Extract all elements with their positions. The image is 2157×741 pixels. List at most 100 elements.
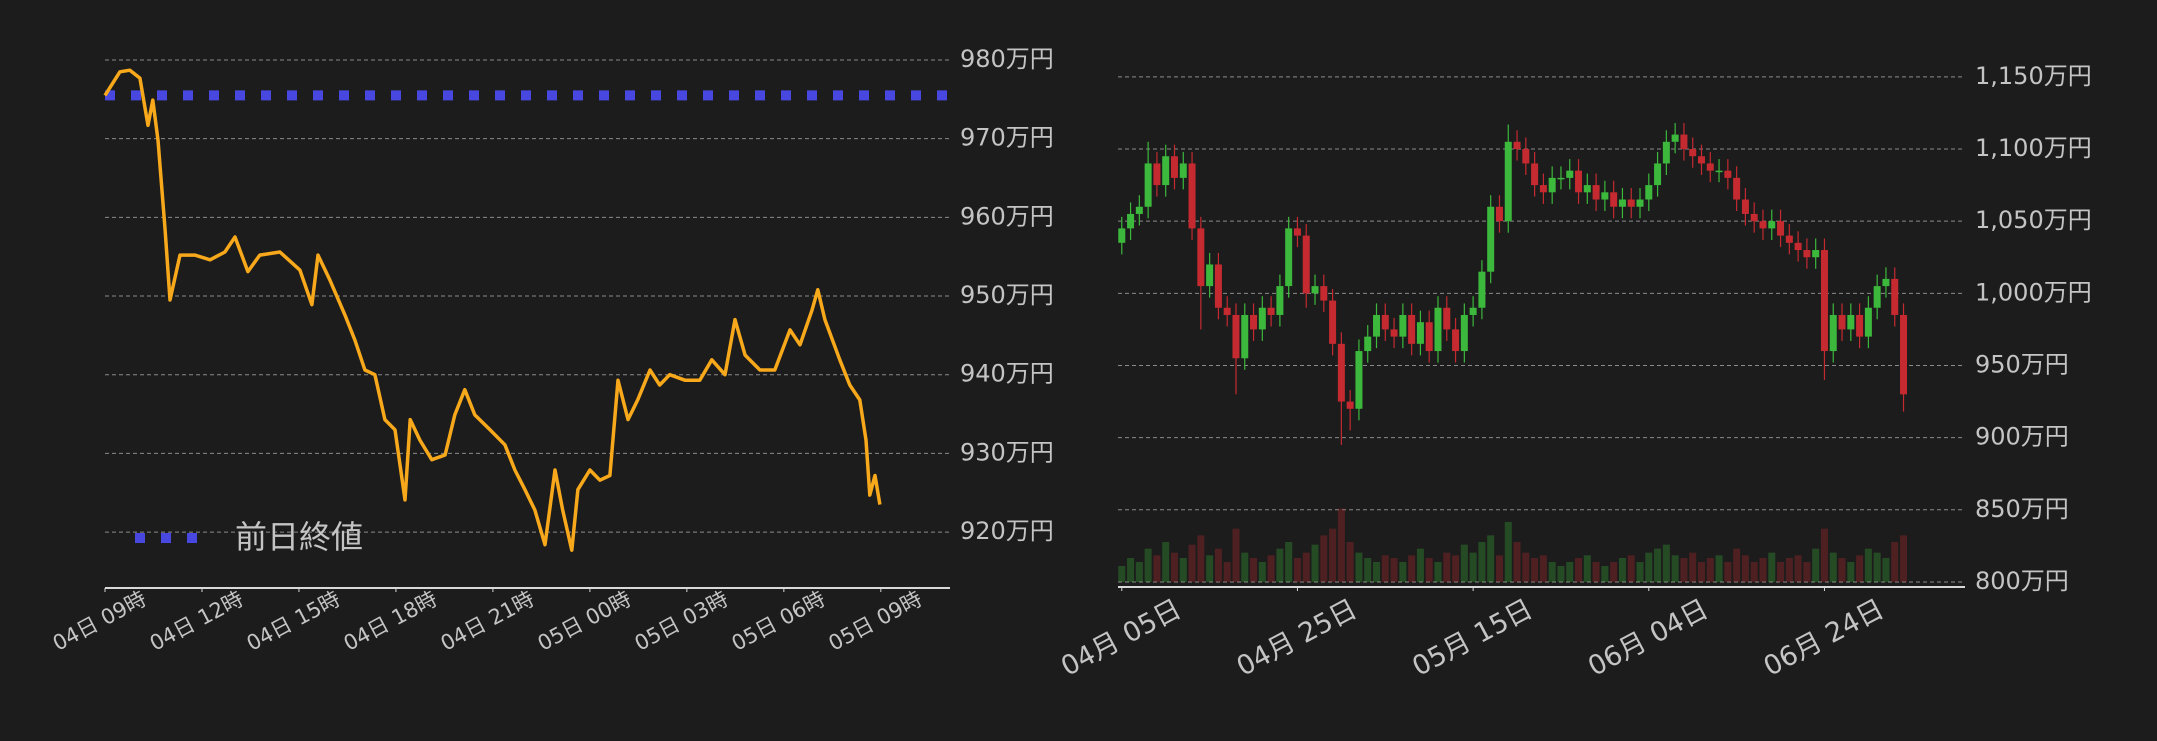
candle-body (1443, 307, 1451, 330)
volume-bar (1697, 562, 1705, 582)
volume-bar (1856, 555, 1864, 582)
candle-body (1697, 156, 1705, 164)
volume-bar (1232, 528, 1240, 582)
candle-body (1250, 314, 1258, 330)
candle-body (1267, 307, 1275, 315)
volume-bar (1267, 555, 1275, 582)
volume-bar (1399, 562, 1407, 582)
volume-bar (1900, 535, 1908, 582)
volume-bar (1522, 552, 1530, 582)
volume-bar (1250, 558, 1258, 582)
volume-bar (1768, 552, 1776, 582)
volume-bar (1355, 552, 1363, 582)
candle-body (1689, 149, 1697, 157)
volume-bar (1223, 562, 1231, 582)
candle-body (1390, 329, 1398, 337)
volume-bar (1592, 562, 1600, 582)
candle-body (1346, 401, 1354, 409)
candle-body (1618, 199, 1626, 207)
x-tick-label: 05日 09時 (825, 587, 926, 656)
candle-body (1214, 264, 1222, 308)
candle-body (1460, 314, 1468, 352)
volume-bar (1803, 562, 1811, 582)
y-tick-label: 960万円 (960, 202, 1054, 230)
candle-body (1812, 250, 1820, 258)
volume-bar (1662, 544, 1670, 582)
candle-body (1557, 177, 1565, 180)
candle-body (1566, 170, 1574, 178)
volume-bar (1794, 555, 1802, 582)
volume-bar (1873, 552, 1881, 582)
volume-bar (1135, 562, 1143, 582)
y-tick-label: 950万円 (1975, 350, 2069, 378)
candle-body (1135, 206, 1143, 214)
candle-body (1425, 322, 1433, 352)
x-tick-label: 04月 25日 (1232, 594, 1362, 683)
candle-body (1478, 271, 1486, 308)
volume-bar (1162, 542, 1170, 582)
candle-body (1487, 206, 1495, 272)
x-tick-label: 04日 09時 (49, 587, 150, 656)
volume-bar (1416, 548, 1424, 582)
volume-bar (1311, 544, 1319, 582)
candle-body (1847, 314, 1855, 330)
volume-bar (1153, 555, 1161, 582)
volume-bar (1390, 558, 1398, 582)
y-tick-label: 800万円 (1975, 567, 2069, 595)
volume-bar (1557, 566, 1565, 582)
candle-body (1293, 228, 1301, 236)
candle-body (1829, 314, 1837, 352)
candle-body (1882, 278, 1890, 287)
candle-body (1144, 163, 1152, 207)
volume-bar (1689, 552, 1697, 582)
volume-bar (1214, 548, 1222, 582)
candle-body (1276, 286, 1284, 315)
candle-body (1601, 192, 1609, 200)
y-tick-label: 920万円 (960, 517, 1054, 545)
candle-body (1320, 286, 1328, 301)
volume-bar (1724, 562, 1732, 582)
volume-bar (1785, 558, 1793, 582)
price-line (103, 68, 882, 552)
candle-body (1329, 300, 1337, 344)
volume-bar (1495, 555, 1503, 582)
candle-body (1741, 199, 1749, 214)
candle-body (1452, 329, 1460, 352)
y-tick-label: 980万円 (960, 45, 1054, 73)
candle-body (1337, 343, 1345, 402)
volume-bar (1381, 555, 1389, 582)
x-tick-label: 04月 05日 (1056, 594, 1186, 683)
x-tick-label: 06月 24日 (1759, 594, 1889, 683)
volume-bar (1504, 522, 1512, 582)
volume-bar (1759, 558, 1767, 582)
y-tick-label: 970万円 (960, 124, 1054, 152)
legend-label: 前日終値 (235, 518, 363, 556)
candle-body (1373, 314, 1381, 337)
candle-body (1469, 307, 1477, 315)
volume-bar (1293, 558, 1301, 582)
y-tick-label: 1,050万円 (1975, 206, 2092, 234)
volume-bar (1487, 535, 1495, 582)
volume-bar (1680, 558, 1688, 582)
candle-body (1864, 307, 1872, 337)
candle-body (1188, 163, 1196, 229)
volume-bar (1460, 544, 1468, 582)
volume-bar (1566, 562, 1574, 582)
candle-body (1495, 206, 1503, 222)
y-tick-label: 900万円 (1975, 423, 2069, 451)
volume-bar (1882, 558, 1890, 582)
candle-body (1399, 314, 1407, 337)
volume-bar (1733, 548, 1741, 582)
candle-body (1575, 170, 1583, 193)
volume-bar (1820, 528, 1828, 582)
volume-bar (1531, 558, 1539, 582)
volume-bar (1610, 562, 1618, 582)
volume-bar (1337, 508, 1345, 582)
volume-bar (1671, 555, 1679, 582)
volume-bar (1478, 542, 1486, 582)
volume-bar (1206, 555, 1214, 582)
y-tick-label: 1,150万円 (1975, 62, 2092, 90)
volume-bar (1513, 542, 1521, 582)
